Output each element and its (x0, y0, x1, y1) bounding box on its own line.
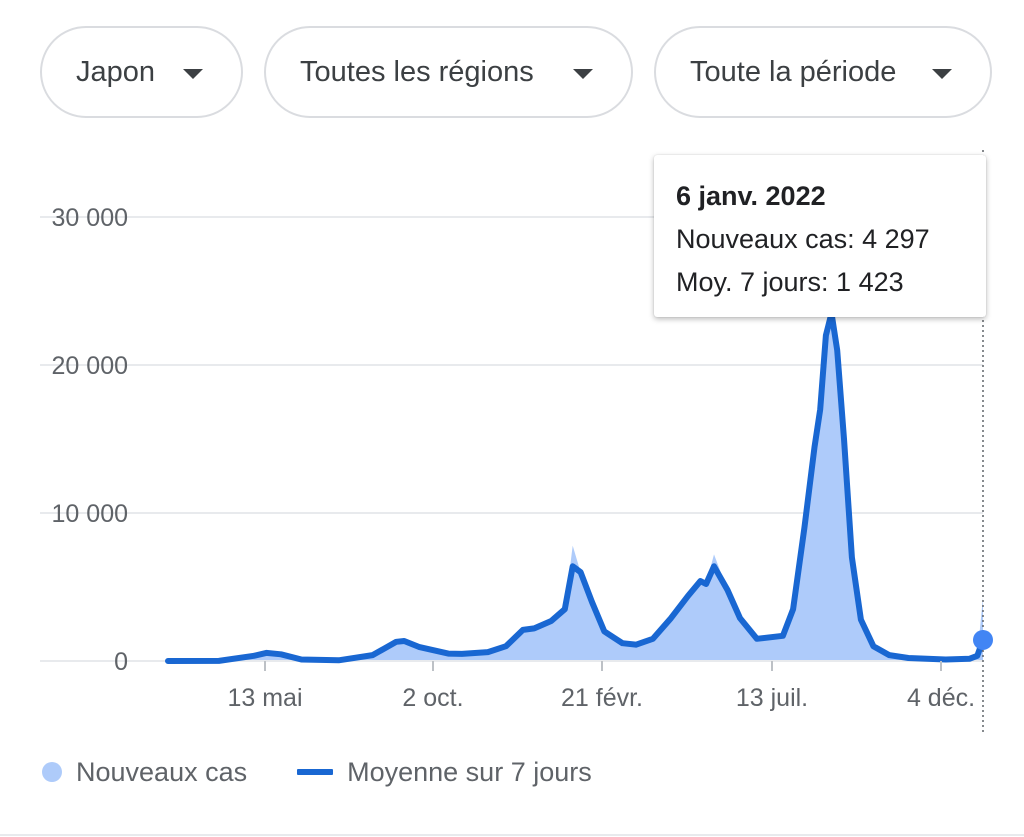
y-tick-label: 20 000 (52, 352, 128, 380)
period-dropdown[interactable]: Toute la période (654, 26, 992, 118)
caret-down-icon (183, 69, 203, 79)
period-dropdown-label: Toute la période (690, 55, 897, 88)
x-tick-label: 13 mai (227, 684, 302, 712)
x-tick-label: 2 oct. (402, 684, 463, 712)
region-dropdown-label: Toutes les régions (300, 55, 534, 88)
caret-down-icon (573, 69, 593, 79)
tooltip-average: Moy. 7 jours: 1 423 (676, 267, 904, 297)
country-dropdown[interactable]: Japon (40, 26, 243, 118)
new-cases-legend-swatch (42, 762, 62, 782)
y-tick-label: 30 000 (52, 204, 128, 232)
chart-legend: Nouveaux cas Moyenne sur 7 jours (42, 752, 592, 792)
average-line (165, 310, 986, 664)
y-axis-labels: 0 10 000 20 000 30 000 (52, 204, 128, 676)
caret-down-icon (932, 69, 952, 79)
chart-series (165, 298, 986, 664)
hover-point (973, 629, 993, 650)
x-tick-label: 4 déc. (907, 684, 975, 712)
divider (0, 834, 1024, 836)
average-legend-label: Moyenne sur 7 jours (347, 756, 592, 787)
filter-bar: Japon Toutes les régions Toute la périod… (40, 26, 992, 122)
region-dropdown[interactable]: Toutes les régions (264, 26, 633, 118)
y-tick-label: 10 000 (52, 500, 128, 528)
chart-tooltip: 6 janv. 2022 Nouveaux cas: 4 297 Moy. 7 … (654, 155, 986, 317)
tooltip-date: 6 janv. 2022 (676, 181, 826, 211)
x-axis-labels: 13 mai 2 oct. 21 févr. 13 juil. 4 déc. (227, 661, 975, 712)
x-tick-label: 21 févr. (561, 684, 643, 712)
new-cases-area (168, 298, 983, 661)
new-cases-legend-label: Nouveaux cas (76, 756, 248, 787)
country-dropdown-label: Japon (76, 55, 156, 88)
cases-chart[interactable]: 0 10 000 20 000 30 000 13 mai 2 oct. 21 févr.… (0, 140, 1024, 740)
y-tick-label: 0 (114, 648, 128, 676)
tooltip-new-cases: Nouveaux cas: 4 297 (676, 224, 930, 254)
average-legend-swatch (297, 769, 334, 775)
x-tick-label: 13 juil. (736, 684, 808, 712)
